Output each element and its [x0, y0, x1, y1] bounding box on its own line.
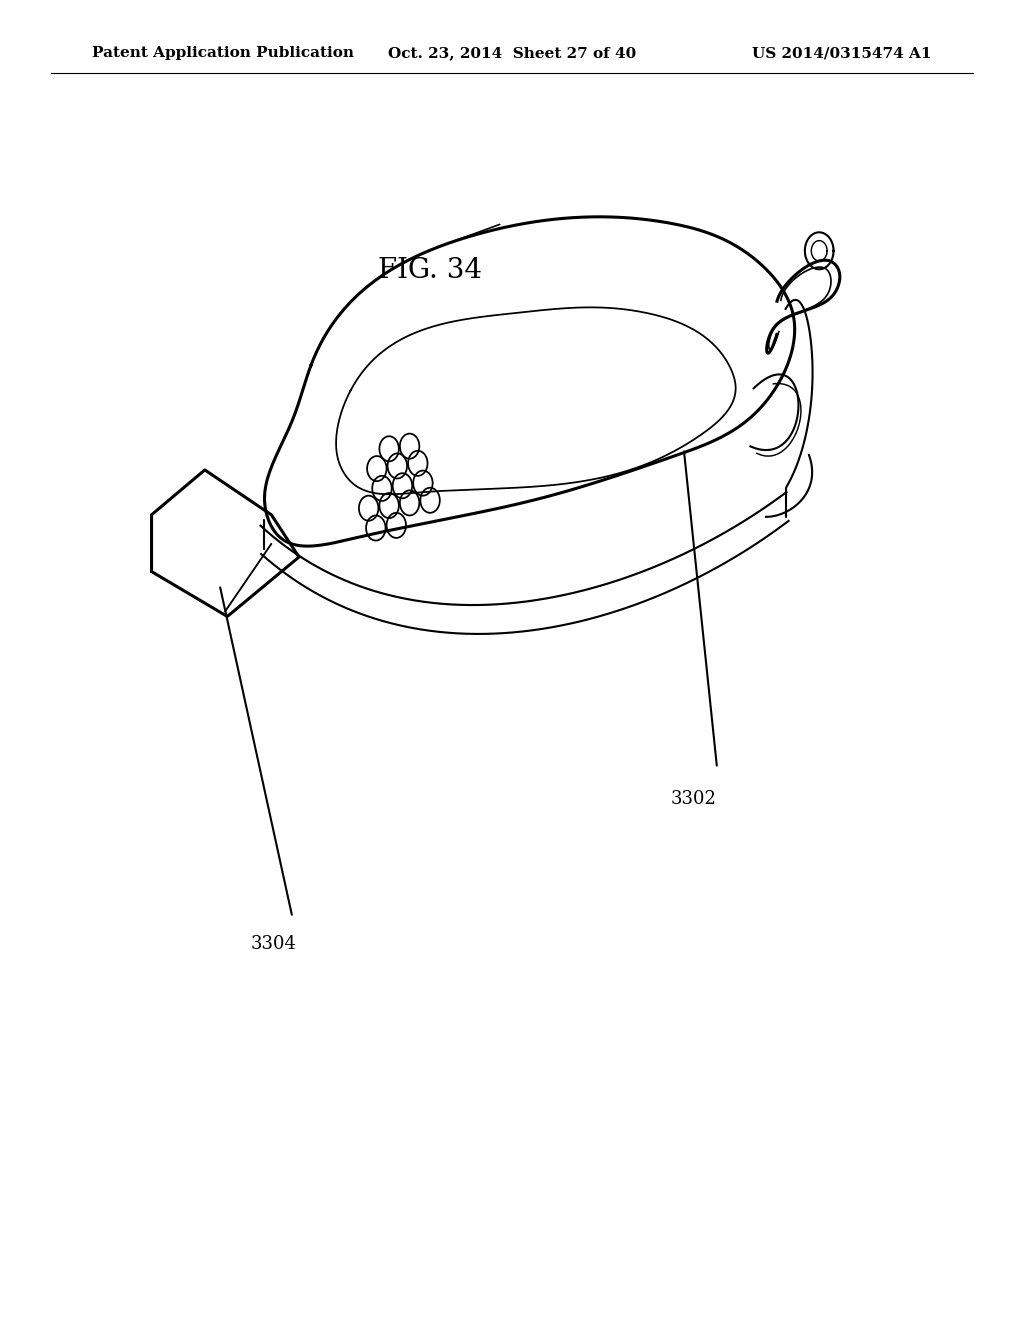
Text: 3304: 3304: [251, 935, 297, 953]
Text: Oct. 23, 2014  Sheet 27 of 40: Oct. 23, 2014 Sheet 27 of 40: [388, 46, 636, 61]
Text: US 2014/0315474 A1: US 2014/0315474 A1: [753, 46, 932, 61]
Text: 3302: 3302: [671, 789, 717, 808]
Text: Patent Application Publication: Patent Application Publication: [92, 46, 354, 61]
Text: FIG. 34: FIG. 34: [378, 257, 482, 284]
